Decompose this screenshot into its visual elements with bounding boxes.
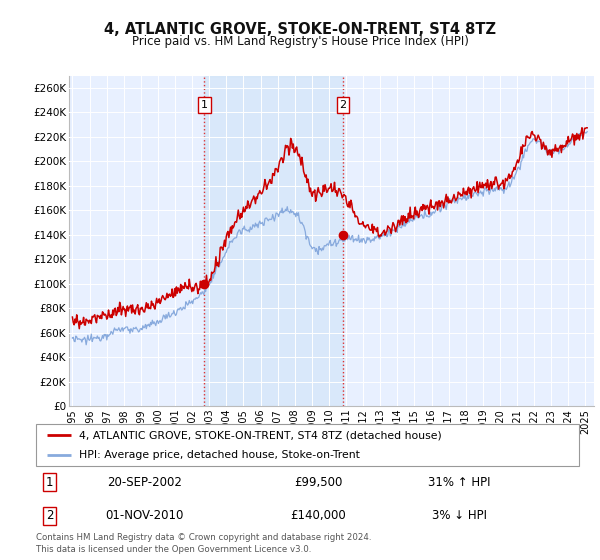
FancyBboxPatch shape — [36, 424, 579, 466]
Text: 2: 2 — [340, 100, 347, 110]
Text: Contains HM Land Registry data © Crown copyright and database right 2024.
This d: Contains HM Land Registry data © Crown c… — [36, 533, 371, 554]
Text: 4, ATLANTIC GROVE, STOKE-ON-TRENT, ST4 8TZ (detached house): 4, ATLANTIC GROVE, STOKE-ON-TRENT, ST4 8… — [79, 430, 442, 440]
Text: 4, ATLANTIC GROVE, STOKE-ON-TRENT, ST4 8TZ: 4, ATLANTIC GROVE, STOKE-ON-TRENT, ST4 8… — [104, 22, 496, 38]
Text: HPI: Average price, detached house, Stoke-on-Trent: HPI: Average price, detached house, Stok… — [79, 450, 361, 460]
Text: £140,000: £140,000 — [290, 510, 346, 522]
Text: 20-SEP-2002: 20-SEP-2002 — [107, 475, 182, 488]
Text: 1: 1 — [46, 475, 53, 488]
Text: £99,500: £99,500 — [294, 475, 343, 488]
Text: 01-NOV-2010: 01-NOV-2010 — [106, 510, 184, 522]
Text: 2: 2 — [46, 510, 53, 522]
Text: 3% ↓ HPI: 3% ↓ HPI — [432, 510, 487, 522]
Text: 31% ↑ HPI: 31% ↑ HPI — [428, 475, 491, 488]
Text: Price paid vs. HM Land Registry's House Price Index (HPI): Price paid vs. HM Land Registry's House … — [131, 35, 469, 48]
Bar — [205, 76, 343, 406]
Text: 1: 1 — [201, 100, 208, 110]
